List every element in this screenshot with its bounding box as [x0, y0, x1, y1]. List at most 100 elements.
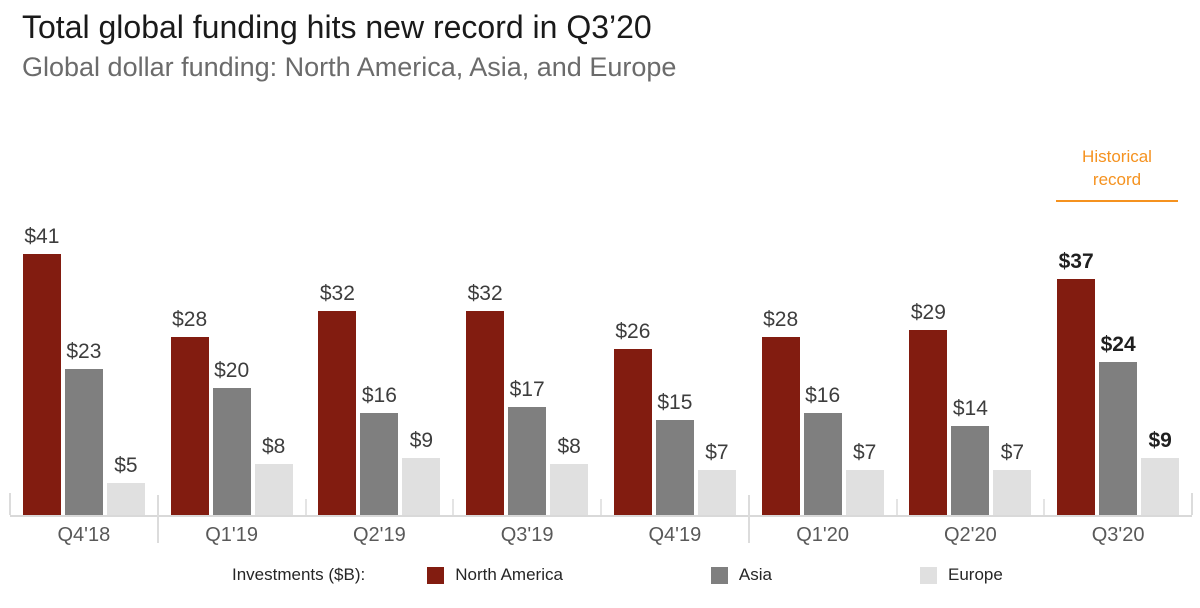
- year-separator: [156, 495, 159, 543]
- legend-swatch-north-america: [427, 566, 445, 584]
- bar-value-label: $32: [319, 282, 355, 305]
- bar-north-america: [761, 337, 800, 515]
- bar-value-label: $9: [409, 429, 434, 452]
- bar-asia: [64, 369, 103, 515]
- bar-column: $8: [550, 435, 589, 515]
- legend-label-north-america: North America: [455, 565, 563, 584]
- bar-column: $37: [1057, 250, 1096, 515]
- quarter-tick: [304, 499, 307, 515]
- bar-asia: [803, 413, 842, 515]
- bar-column: $29: [909, 301, 948, 515]
- bar-north-america: [22, 254, 61, 515]
- bar-column: $16: [803, 384, 842, 515]
- bar-value-label: $26: [615, 320, 651, 343]
- bar-column: $14: [951, 397, 990, 515]
- x-axis-label: Q1'20: [796, 524, 849, 546]
- bar-group: $41 $23 $5: [10, 225, 158, 515]
- bar-column: $28: [761, 308, 800, 515]
- bar-north-america: [170, 337, 209, 515]
- bar-north-america: [613, 349, 652, 515]
- bar-group: $37 $24 $9: [1044, 250, 1192, 515]
- bar-value-label: $8: [261, 435, 286, 458]
- bar-column: $20: [212, 359, 251, 515]
- historical-record-label: Historical record: [1082, 147, 1152, 189]
- bar-value-label: $24: [1100, 333, 1136, 356]
- bar-column: $5: [106, 454, 145, 515]
- bar-value-label: $41: [24, 225, 60, 248]
- bar-column: $32: [466, 282, 505, 515]
- bar-value-label: $9: [1148, 429, 1172, 452]
- bar-column: $28: [170, 308, 209, 515]
- axis-edge-tick: [1191, 493, 1193, 515]
- historical-record-annotation: Historical record: [1056, 146, 1178, 202]
- bar-north-america: [1057, 279, 1096, 515]
- axis-edge-tick: [9, 493, 11, 515]
- legend-label-europe: Europe: [948, 565, 1003, 584]
- bar-value-label: $32: [467, 282, 503, 305]
- page-subtitle: Global dollar funding: North America, As…: [22, 52, 677, 83]
- bar-column: $26: [613, 320, 652, 515]
- bar-north-america: [318, 311, 357, 515]
- bar-value-label: $7: [852, 441, 877, 464]
- page-title: Total global funding hits new record in …: [22, 9, 652, 45]
- bar-group: $32 $16 $9: [306, 255, 454, 515]
- legend-swatch-asia: [710, 566, 728, 584]
- x-axis-label: Q2'20: [944, 524, 997, 546]
- bar-europe: [1141, 458, 1180, 515]
- bar-value-label: $20: [214, 359, 250, 382]
- bar-north-america: [909, 330, 948, 515]
- x-axis-label: Q1'19: [205, 524, 258, 546]
- bar-value-label: $37: [1058, 250, 1094, 273]
- bar-asia: [508, 407, 547, 515]
- bar-column: $17: [508, 378, 547, 515]
- bar-asia: [212, 388, 251, 515]
- bar-group: $26 $15 $7: [601, 255, 749, 515]
- bar-value-label: $17: [509, 378, 545, 401]
- bar-asia: [951, 426, 990, 515]
- quarter-tick: [1043, 499, 1046, 515]
- x-axis-label: Q2'19: [353, 524, 406, 546]
- bar-group: $29 $14 $7: [897, 255, 1045, 515]
- legend-item-asia: Asia: [710, 565, 772, 585]
- year-separator: [747, 495, 750, 543]
- bar-column: $9: [402, 429, 441, 515]
- bar-europe: [254, 464, 293, 515]
- quarter-tick: [895, 499, 898, 515]
- x-axis-label: Q3'20: [1091, 524, 1145, 546]
- bar-column: $9: [1141, 429, 1180, 515]
- bar-column: $16: [360, 384, 399, 515]
- bar-asia: [1099, 362, 1138, 515]
- funding-bar-chart: $41 $23 $5 $28 $20 $8 $32 $16 $9 $32 $17 $8 $26 $15 $7…: [9, 225, 1193, 547]
- legend-title: Investments ($B):: [232, 565, 366, 584]
- bar-value-label: $28: [763, 308, 799, 331]
- bar-column: $8: [254, 435, 293, 515]
- bar-north-america: [466, 311, 505, 515]
- bar-value-label: $7: [1000, 441, 1025, 464]
- bar-europe: [550, 464, 589, 515]
- bar-value-label: $5: [114, 454, 138, 477]
- bar-column: $23: [64, 340, 103, 515]
- bar-value-label: $28: [172, 308, 208, 331]
- bar-column: $7: [993, 441, 1032, 515]
- bar-group: $32 $17 $8: [453, 255, 601, 515]
- bar-group: $28 $20 $8: [158, 255, 306, 515]
- bar-europe: [697, 470, 736, 515]
- bar-value-label: $7: [705, 441, 729, 464]
- bar-group: $28 $16 $7: [749, 255, 897, 515]
- x-axis-label: Q3'19: [500, 524, 554, 546]
- x-axis-label: Q4'19: [648, 524, 702, 546]
- bar-column: $24: [1099, 333, 1138, 515]
- bar-value-label: $15: [657, 391, 693, 414]
- bar-value-label: $23: [66, 340, 102, 363]
- legend-item-north-america: North America: [427, 565, 563, 585]
- bar-column: $7: [697, 441, 736, 515]
- bar-column: $32: [318, 282, 357, 515]
- bar-column: $41: [22, 225, 61, 515]
- x-axis-label: Q4'18: [57, 524, 111, 546]
- bar-value-label: $16: [361, 384, 397, 407]
- bar-value-label: $29: [910, 301, 946, 324]
- plot-area: $41 $23 $5 $28 $20 $8 $32 $16 $9 $32 $17 $8 $26 $15 $7…: [9, 225, 1193, 543]
- quarter-tick: [600, 499, 602, 515]
- legend-item-europe: Europe: [920, 565, 1003, 585]
